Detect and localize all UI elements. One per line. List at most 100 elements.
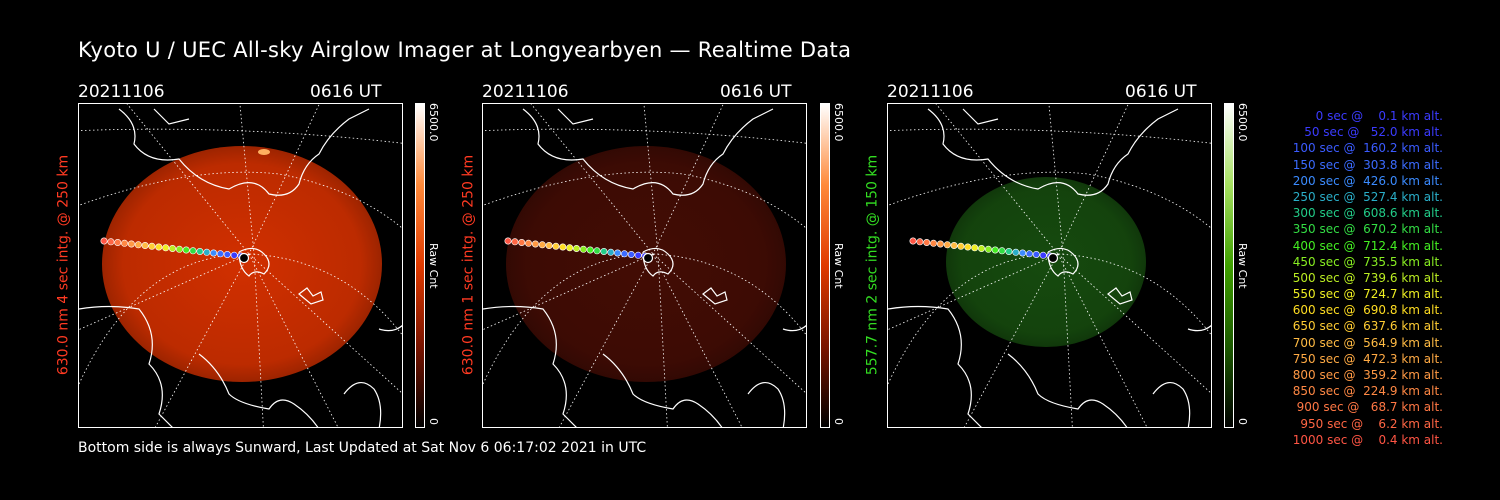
airglow-map xyxy=(888,104,1211,427)
trajectory-point xyxy=(524,239,532,247)
trajectory-point xyxy=(579,245,587,253)
trajectory-point xyxy=(627,251,635,259)
panel-1-ylabel: 630.0 nm 4 sec intg. @ 250 km xyxy=(55,154,72,376)
footer-note: Bottom side is always Sunward, Last Upda… xyxy=(78,440,647,456)
trajectory-point xyxy=(148,242,156,250)
trajectory-point xyxy=(175,245,183,253)
trajectory-point xyxy=(964,243,972,251)
trajectory-point xyxy=(998,247,1006,255)
legend-row: 450 sec @ 735.5 km alt. xyxy=(1288,254,1443,269)
panel-3-image xyxy=(887,103,1212,428)
trajectory-point xyxy=(210,249,218,257)
airglow-map xyxy=(79,104,402,427)
trajectory-point xyxy=(1039,251,1047,259)
bright-spot xyxy=(258,149,270,155)
trajectory-point xyxy=(107,238,115,246)
trajectory-point xyxy=(511,238,519,246)
airglow-map xyxy=(483,104,806,427)
trajectory-point xyxy=(923,239,931,247)
panel-3-colorbar xyxy=(1224,103,1234,428)
trajectory-point xyxy=(182,246,190,254)
trajectory-point xyxy=(1019,249,1027,257)
trajectory-point xyxy=(230,251,238,259)
airglow-region xyxy=(102,146,382,382)
panel-3-date: 20211106 xyxy=(887,82,974,102)
panel-2-colorbar-max: 6500.0 xyxy=(832,103,845,142)
latlon-grid xyxy=(483,104,806,427)
trajectory-point xyxy=(538,241,546,249)
panel-1-date: 20211106 xyxy=(78,82,165,102)
trajectory-point xyxy=(971,244,979,252)
page-title: Kyoto U / UEC All-sky Airglow Imager at … xyxy=(78,38,852,62)
trajectory-point xyxy=(916,238,924,246)
panel-3-time: 0616 UT xyxy=(1125,82,1197,102)
trajectory-point xyxy=(936,240,944,248)
legend-row: 200 sec @ 426.0 km alt. xyxy=(1288,173,1443,188)
legend-row: 800 sec @ 359.2 km alt. xyxy=(1288,368,1443,382)
trajectory-point xyxy=(909,237,917,245)
trajectory-point xyxy=(552,242,560,250)
trajectory-point xyxy=(1025,250,1033,258)
legend-row: 250 sec @ 527.4 km alt. xyxy=(1288,189,1443,204)
panel-2-colorbar-unit: Raw Cnt xyxy=(832,243,845,289)
satellite-trajectory xyxy=(504,237,654,264)
trajectory-point xyxy=(559,243,567,251)
legend-row: 350 sec @ 670.2 km alt. xyxy=(1288,222,1443,237)
legend-row: 0 sec @ 0.1 km alt. xyxy=(1304,109,1443,123)
latlon-grid xyxy=(79,104,402,427)
legend-row: 550 sec @ 724.7 km alt. xyxy=(1288,287,1443,302)
panel-3-colorbar-min: 0 xyxy=(1236,418,1249,425)
panel-1-colorbar-max: 6500.0 xyxy=(427,103,440,142)
trajectory-point xyxy=(114,239,122,247)
legend-row: 650 sec @ 637.6 km alt. xyxy=(1288,319,1443,334)
panel-1-time: 0616 UT xyxy=(310,82,382,102)
trajectory-point xyxy=(216,250,224,258)
legend-row: 500 sec @ 739.6 km alt. xyxy=(1288,270,1443,285)
trajectory-point xyxy=(1005,248,1013,256)
trajectory-point xyxy=(984,245,992,253)
panel-3-ylabel: 557.7 nm 2 sec intg. @ 150 km xyxy=(864,154,881,376)
trajectory-point xyxy=(120,239,128,247)
trajectory-point xyxy=(586,246,594,254)
trajectory-point xyxy=(169,245,177,253)
panel-2-time: 0616 UT xyxy=(720,82,792,102)
trajectory-point xyxy=(929,239,937,247)
trajectory-point xyxy=(991,246,999,254)
trajectory-point xyxy=(100,237,108,245)
panel-1-image xyxy=(78,103,403,428)
trajectory-point xyxy=(203,248,211,256)
legend-row: 400 sec @ 712.4 km alt. xyxy=(1288,238,1443,253)
trajectory-point xyxy=(155,243,163,251)
observer-marker xyxy=(642,252,654,264)
trajectory-legend: 0 sec @ 0.1 km alt. 50 sec @ 52.0 km alt… xyxy=(1255,108,1443,448)
trajectory-point xyxy=(566,244,574,252)
legend-row: 700 sec @ 564.9 km alt. xyxy=(1288,335,1443,350)
airglow-region xyxy=(946,177,1146,347)
trajectory-point xyxy=(943,241,951,249)
satellite-trajectory xyxy=(100,237,250,264)
panel-1-colorbar xyxy=(415,103,425,428)
panel-2-colorbar xyxy=(820,103,830,428)
trajectory-point xyxy=(950,242,958,250)
trajectory-point xyxy=(600,248,608,256)
panel-3-colorbar-unit: Raw Cnt xyxy=(1236,243,1249,289)
trajectory-point xyxy=(1012,248,1020,256)
legend-row: 50 sec @ 52.0 km alt. xyxy=(1296,125,1443,140)
airglow-region xyxy=(506,146,786,382)
legend-row: 100 sec @ 160.2 km alt. xyxy=(1288,141,1443,156)
trajectory-point xyxy=(504,237,512,245)
panel-3-colorbar-max: 6500.0 xyxy=(1236,103,1249,142)
coastline xyxy=(79,108,402,427)
panel-2-image xyxy=(482,103,807,428)
legend-row: 600 sec @ 690.8 km alt. xyxy=(1288,303,1443,318)
trajectory-point xyxy=(634,251,642,259)
observer-marker xyxy=(1047,252,1059,264)
trajectory-point xyxy=(614,249,622,257)
trajectory-point xyxy=(978,245,986,253)
trajectory-point xyxy=(127,240,135,248)
legend-row: 850 sec @ 224.9 km alt. xyxy=(1288,384,1443,399)
legend-row: 950 sec @ 6.2 km alt. xyxy=(1296,416,1443,431)
trajectory-point xyxy=(531,240,539,248)
trajectory-point xyxy=(573,245,581,253)
trajectory-point xyxy=(196,248,204,256)
